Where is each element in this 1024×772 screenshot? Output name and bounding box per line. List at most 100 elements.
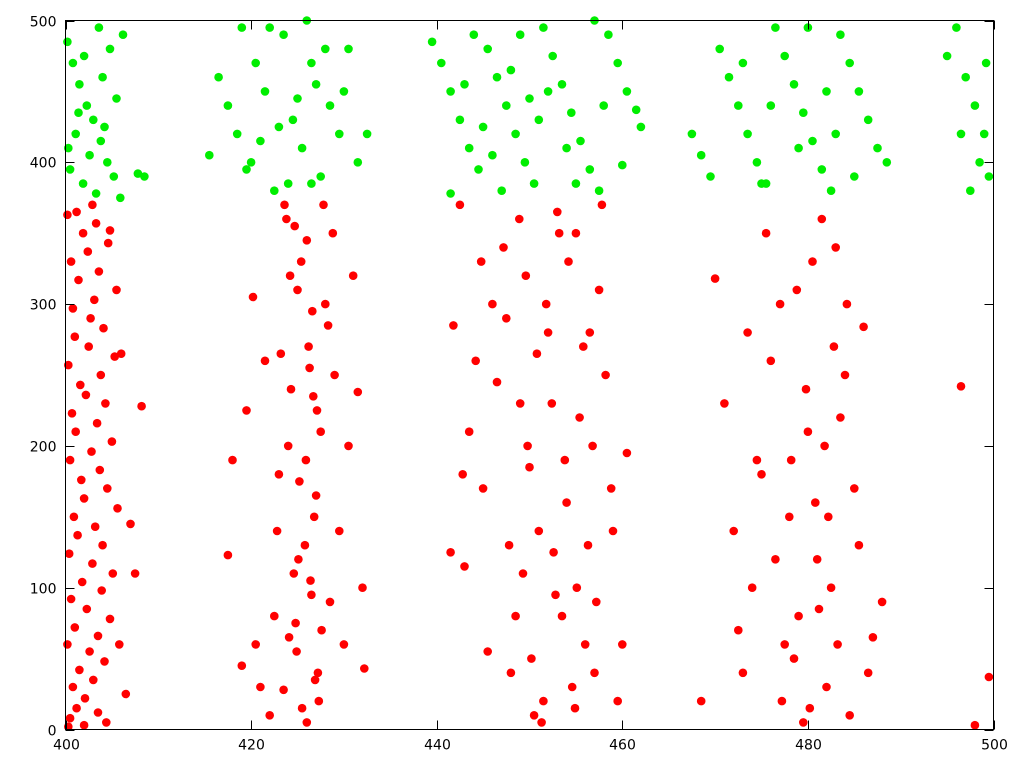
green-point (952, 23, 961, 32)
green-series (63, 16, 994, 203)
red-point (223, 550, 233, 560)
red-point (618, 640, 627, 649)
green-point (766, 101, 776, 110)
red-point (297, 703, 307, 713)
red-point (304, 342, 313, 351)
red-point (79, 494, 89, 503)
green-point (734, 101, 743, 110)
red-point (107, 437, 117, 446)
x-tick-label: 480 (795, 738, 822, 754)
green-point (715, 44, 724, 54)
green-point (78, 179, 88, 188)
red-point (77, 577, 87, 587)
green-point (446, 87, 455, 96)
red-point (79, 720, 89, 730)
red-point (511, 611, 520, 621)
red-point (282, 214, 291, 224)
red-point (292, 647, 301, 656)
green-point (464, 143, 474, 153)
points-layer (63, 16, 994, 731)
red-point (339, 640, 349, 649)
red-point (537, 718, 546, 727)
red-point (260, 356, 270, 366)
green-point (116, 193, 125, 203)
red-point (785, 512, 794, 522)
green-point (548, 51, 557, 61)
red-point (323, 321, 333, 330)
red-point (96, 370, 106, 380)
green-point (631, 105, 641, 115)
green-point (307, 58, 316, 68)
green-point (82, 101, 92, 110)
red-point (228, 455, 237, 465)
red-point (527, 654, 536, 663)
red-point (302, 236, 312, 245)
red-point (592, 597, 601, 607)
green-point (529, 179, 539, 188)
red-point (274, 470, 284, 479)
green-point (246, 158, 256, 167)
red-point (86, 314, 95, 323)
red-point (863, 668, 873, 678)
red-point (859, 322, 868, 332)
green-point (63, 37, 72, 47)
red-point (811, 498, 820, 507)
green-point (696, 150, 706, 160)
red-point (868, 633, 878, 642)
red-point (99, 323, 108, 333)
red-point (515, 214, 524, 224)
red-point (83, 247, 93, 256)
red-point (90, 522, 100, 531)
red-point (74, 275, 83, 285)
red-point (854, 540, 864, 550)
red-point (970, 720, 980, 730)
red-point (100, 657, 109, 666)
red-point (72, 207, 81, 217)
red-point (102, 718, 111, 727)
red-point (775, 299, 785, 309)
green-point (817, 165, 827, 174)
red-point (606, 484, 616, 493)
green-point (446, 189, 455, 198)
red-point (93, 631, 103, 641)
green-point (100, 122, 109, 132)
red-point (738, 668, 748, 678)
green-point (604, 30, 613, 39)
red-point (560, 455, 570, 465)
red-point (471, 356, 481, 366)
red-point (300, 540, 310, 550)
green-point (557, 80, 567, 89)
red-point (734, 625, 743, 635)
red-point (237, 661, 247, 670)
green-point (706, 172, 715, 181)
green-point (270, 186, 279, 195)
red-point (747, 583, 757, 592)
green-point (822, 87, 831, 96)
green-point (251, 58, 260, 68)
green-point (863, 115, 873, 125)
green-point (525, 94, 534, 103)
red-point (73, 530, 82, 540)
red-point (70, 623, 80, 632)
red-point (291, 618, 300, 628)
red-point (88, 200, 97, 210)
green-point (321, 44, 330, 54)
green-point (622, 87, 632, 96)
green-point (961, 72, 970, 82)
green-point (794, 143, 803, 153)
y-tick-label: 100 (30, 582, 57, 598)
green-point (68, 58, 78, 68)
green-point (74, 108, 83, 117)
red-point (308, 306, 317, 316)
green-point (288, 115, 298, 125)
red-point (72, 703, 81, 713)
green-point (757, 179, 766, 188)
red-point (570, 703, 580, 713)
green-point (594, 186, 604, 195)
green-point (293, 94, 302, 103)
green-point (437, 58, 446, 68)
red-point (113, 504, 122, 513)
green-point (112, 94, 121, 103)
